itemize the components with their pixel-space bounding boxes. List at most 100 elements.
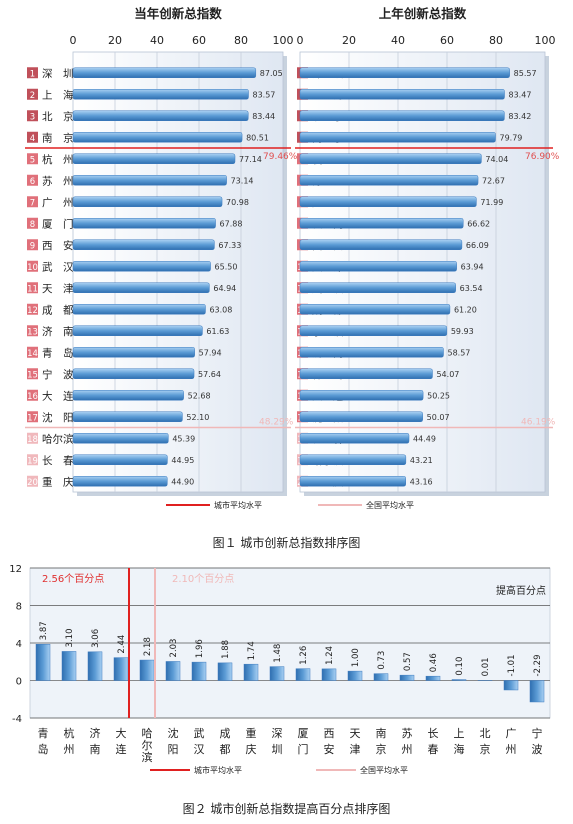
x-tick-label: 40 — [150, 34, 164, 47]
x-tick-label: 0 — [297, 34, 304, 47]
bar-value-label: 85.57 — [514, 69, 537, 78]
rank-badge — [27, 131, 38, 143]
bar — [139, 659, 155, 681]
bar-value-label: 87.05 — [260, 69, 283, 78]
city-label: 沈 阳 — [42, 411, 74, 424]
bar — [299, 454, 407, 465]
bar — [87, 651, 103, 681]
bar — [35, 643, 51, 681]
bar — [299, 411, 423, 422]
bar-value-label: 3.06 — [91, 629, 101, 648]
city-label: 阳 — [168, 743, 179, 756]
bar — [299, 196, 477, 207]
rank-badge — [27, 368, 38, 380]
national-average-label: 2.10个百分点 — [172, 573, 234, 585]
bar-value-label: 3.10 — [65, 629, 75, 648]
bar-value-label: 2.03 — [169, 639, 179, 658]
city-label: 广 — [506, 727, 517, 740]
city-label: 州 — [402, 743, 413, 756]
rank-badge — [27, 411, 38, 423]
bar-value-label: 1.00 — [351, 648, 361, 667]
legend-city-label: 城市平均水平 — [214, 500, 262, 510]
city-label: 圳 — [272, 743, 283, 756]
bar-value-label: 1.96 — [195, 639, 205, 658]
bar-value-label: 83.42 — [508, 112, 531, 121]
city-label: 重 — [246, 726, 257, 740]
city-label: 宁 — [532, 726, 543, 740]
rank-badge — [27, 282, 38, 294]
city-label: 武 汉 — [42, 260, 74, 273]
bar-value-label: 63.54 — [460, 284, 483, 293]
rank-number: 10 — [27, 263, 38, 273]
rank-badge — [27, 454, 38, 466]
rank-number: 5 — [30, 155, 35, 165]
rank-badge — [27, 110, 38, 122]
bar-value-label: 72.67 — [482, 176, 505, 185]
city-label: 西 — [324, 727, 335, 740]
city-label: 南 京 — [42, 131, 74, 144]
bar-value-label: 57.64 — [198, 370, 221, 379]
bar-value-label: 66.62 — [467, 219, 490, 228]
rank-badge — [27, 475, 38, 487]
city-label: 济 — [90, 726, 101, 740]
bar-value-label: 1.88 — [221, 640, 231, 659]
bar — [72, 347, 195, 358]
legend-national-label: 全国平均水平 — [366, 500, 414, 510]
rank-badge — [27, 217, 38, 229]
city-label: 厦 — [298, 727, 309, 740]
bar-value-label: 73.14 — [231, 176, 254, 185]
bar-value-label: 59.93 — [451, 327, 474, 336]
bar — [72, 325, 203, 336]
bar — [72, 261, 211, 272]
city-label: 波 — [532, 743, 543, 756]
x-tick-label: 80 — [489, 34, 503, 47]
bar-value-label: -1.01 — [507, 655, 517, 677]
city-label: 苏 — [402, 727, 413, 740]
bar-value-label: 50.25 — [427, 391, 450, 400]
bar — [299, 390, 424, 401]
bar — [72, 153, 236, 164]
bar — [72, 175, 227, 186]
city-label: 州 — [64, 743, 75, 756]
bar — [299, 476, 406, 487]
city-label: 重 庆 — [42, 475, 74, 488]
city-label: 深 — [272, 727, 283, 740]
bar — [425, 675, 441, 681]
fig1-caption: 图１ 城市创新总指数排序图 — [212, 536, 361, 550]
bar — [299, 347, 444, 358]
rank-number: 6 — [30, 177, 35, 187]
rank-badge — [27, 346, 38, 358]
bar — [295, 668, 311, 681]
bar-value-label: 2.44 — [117, 635, 127, 654]
rank-badge — [27, 88, 38, 100]
bar-value-label: 70.98 — [226, 198, 249, 207]
city-label: 青 岛 — [42, 346, 74, 359]
bar — [299, 67, 510, 78]
city-label: 北 京 — [42, 110, 74, 123]
x-tick-label: 0 — [70, 34, 77, 47]
city-label: 天 津 — [42, 283, 74, 295]
bar — [299, 368, 433, 379]
bar-value-label: 83.44 — [252, 112, 275, 121]
y-tick-label: 4 — [16, 639, 22, 650]
bar — [72, 218, 216, 229]
city-label: 滨 — [142, 750, 153, 764]
bar-value-label: 67.88 — [220, 219, 243, 228]
bar — [72, 282, 210, 293]
rank-number: 12 — [27, 306, 38, 316]
rank-number: 16 — [27, 392, 38, 402]
city-average-label: 79.46% — [263, 152, 298, 162]
bar-value-label: 0.73 — [377, 651, 387, 670]
x-tick-label: 20 — [108, 34, 122, 47]
city-label: 京 — [480, 742, 491, 756]
y-tick-label: 8 — [16, 602, 22, 613]
rank-number: 14 — [27, 349, 38, 359]
bar-value-label: 83.57 — [252, 90, 275, 99]
bar — [299, 304, 451, 315]
bar — [72, 433, 169, 444]
bar-value-label: 71.99 — [480, 198, 503, 207]
bar — [72, 67, 257, 78]
bar-value-label: -2.29 — [533, 655, 543, 677]
national-average-label: 46.19% — [521, 418, 556, 428]
